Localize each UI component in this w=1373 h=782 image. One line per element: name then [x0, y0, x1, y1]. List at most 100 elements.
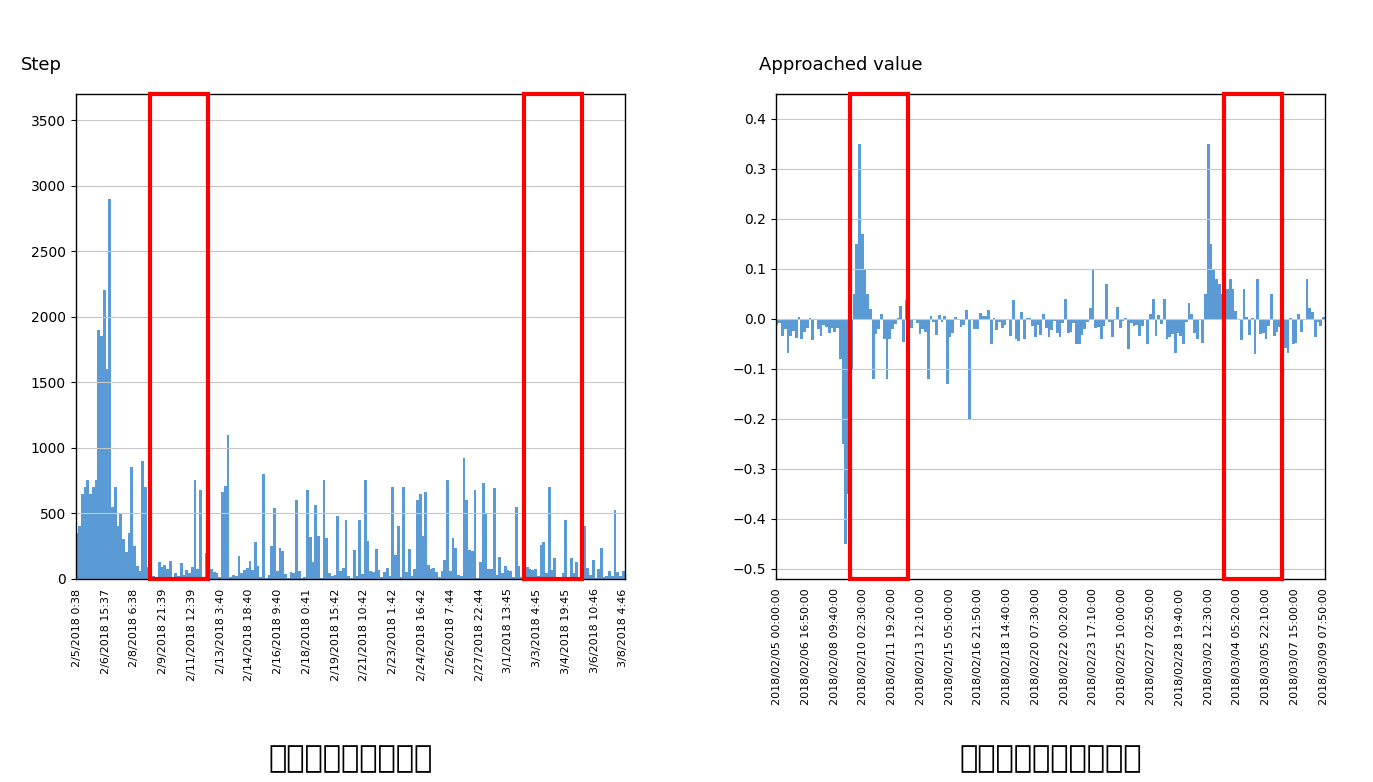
- Bar: [97, 330, 100, 579]
- Bar: [106, 369, 108, 579]
- Bar: [347, 576, 350, 579]
- Bar: [1229, 278, 1232, 319]
- Bar: [496, 575, 498, 579]
- Bar: [968, 319, 971, 418]
- Bar: [78, 526, 81, 579]
- Bar: [284, 574, 287, 579]
- Bar: [1262, 319, 1265, 333]
- Bar: [822, 319, 825, 325]
- Bar: [836, 319, 839, 328]
- Bar: [872, 319, 875, 378]
- Bar: [540, 545, 542, 579]
- Bar: [232, 576, 235, 579]
- Bar: [1287, 319, 1289, 353]
- Bar: [1218, 284, 1221, 319]
- Bar: [998, 319, 1001, 322]
- Bar: [262, 474, 265, 579]
- Bar: [1031, 319, 1034, 326]
- Bar: [1050, 319, 1053, 330]
- Bar: [243, 570, 246, 579]
- Bar: [1160, 319, 1163, 324]
- Bar: [1188, 303, 1190, 319]
- Bar: [400, 577, 402, 579]
- Bar: [427, 565, 430, 579]
- Bar: [973, 319, 976, 328]
- Bar: [529, 569, 531, 579]
- Bar: [221, 492, 224, 579]
- Bar: [842, 319, 844, 443]
- Bar: [240, 573, 243, 579]
- Bar: [422, 536, 424, 579]
- Bar: [1278, 319, 1281, 328]
- Bar: [174, 573, 177, 579]
- Bar: [224, 486, 227, 579]
- Bar: [92, 487, 95, 579]
- Bar: [147, 567, 150, 579]
- Bar: [394, 554, 397, 579]
- Bar: [369, 571, 372, 579]
- Bar: [520, 577, 523, 579]
- Bar: [334, 575, 336, 579]
- Bar: [806, 319, 809, 328]
- Bar: [1265, 319, 1267, 339]
- Bar: [1281, 319, 1284, 325]
- Bar: [534, 569, 537, 579]
- Bar: [416, 500, 419, 579]
- Bar: [389, 576, 391, 579]
- Bar: [1201, 319, 1204, 343]
- Bar: [1292, 319, 1295, 344]
- Bar: [89, 493, 92, 579]
- Bar: [161, 567, 163, 579]
- Bar: [809, 318, 811, 319]
- Bar: [1017, 319, 1020, 342]
- Bar: [1020, 312, 1023, 319]
- Bar: [287, 578, 290, 579]
- Bar: [1155, 319, 1157, 335]
- Bar: [1185, 319, 1188, 322]
- Bar: [320, 578, 323, 579]
- Bar: [504, 566, 507, 579]
- Bar: [128, 533, 130, 579]
- Bar: [408, 548, 411, 579]
- Bar: [358, 520, 361, 579]
- Bar: [1097, 319, 1100, 327]
- Bar: [1105, 284, 1108, 319]
- Bar: [938, 315, 941, 319]
- Bar: [1240, 319, 1243, 339]
- Bar: [512, 577, 515, 579]
- Bar: [1037, 319, 1039, 325]
- Bar: [460, 576, 463, 579]
- Bar: [603, 577, 605, 579]
- Bar: [584, 526, 586, 579]
- Bar: [1042, 314, 1045, 319]
- Bar: [946, 319, 949, 384]
- Bar: [454, 548, 457, 579]
- Bar: [888, 319, 891, 339]
- Bar: [553, 558, 556, 579]
- Bar: [614, 511, 616, 579]
- Bar: [485, 514, 487, 579]
- Bar: [817, 319, 820, 328]
- Bar: [328, 573, 331, 579]
- Bar: [1149, 314, 1152, 319]
- Bar: [1212, 269, 1215, 319]
- Bar: [551, 570, 553, 579]
- Bar: [548, 487, 551, 579]
- Bar: [1130, 319, 1133, 324]
- Bar: [1223, 319, 1226, 359]
- Bar: [1174, 319, 1177, 353]
- Bar: [1061, 319, 1064, 323]
- Bar: [597, 569, 600, 579]
- Bar: [916, 319, 919, 323]
- Bar: [1119, 319, 1122, 328]
- Bar: [290, 572, 292, 579]
- Bar: [235, 576, 238, 579]
- Bar: [902, 319, 905, 342]
- Bar: [339, 572, 342, 579]
- Bar: [894, 319, 897, 324]
- Bar: [424, 492, 427, 579]
- Bar: [1015, 319, 1017, 339]
- Bar: [191, 566, 194, 579]
- Bar: [306, 490, 309, 579]
- Bar: [919, 319, 921, 334]
